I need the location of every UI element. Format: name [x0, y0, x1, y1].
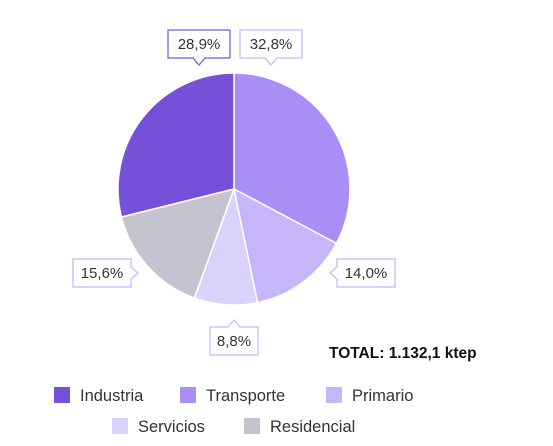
legend-label: Industria [80, 387, 144, 405]
data-label-box [336, 258, 396, 288]
data-label-box [72, 258, 132, 288]
data-label-text: 32,8% [250, 36, 293, 53]
data-label-text: 14,0% [345, 265, 388, 282]
data-label-pointer [329, 266, 338, 280]
legend-swatch [54, 387, 70, 403]
legend-item-residencial: Residencial [244, 418, 355, 436]
pie-slice-primario [232, 187, 338, 304]
data-label-industria: 28,9% [167, 29, 231, 66]
data-label-primario: 14,0% [329, 258, 396, 288]
data-label-box [209, 326, 259, 356]
pie-slice-residencial [120, 187, 236, 299]
data-label-text: 28,9% [178, 36, 221, 53]
pie-slice-transporte [233, 72, 351, 245]
data-label-pointer [227, 319, 241, 328]
legend-label: Servicios [138, 418, 205, 436]
data-label-residencial: 15,6% [72, 258, 139, 288]
data-label-transporte: 32,8% [239, 29, 303, 66]
data-label-pointer [192, 57, 206, 66]
total-label: TOTAL: 1.132,1 ktep [329, 345, 477, 362]
data-label-text: 15,6% [81, 265, 124, 282]
data-label-text: 8,8% [217, 333, 251, 350]
legend-swatch [244, 418, 260, 434]
pie-slice-industria [117, 72, 235, 218]
legend-item-primario: Primario [326, 387, 413, 405]
legend-swatch [326, 387, 342, 403]
data-label-servicios: 8,8% [209, 319, 259, 356]
legend: Industria Transporte Primario Servicios Resi… [54, 387, 413, 436]
legend-label: Primario [352, 387, 413, 405]
data-label-pointer [130, 266, 139, 280]
data-label-pointer [264, 57, 278, 66]
pie-slices [117, 72, 351, 306]
legend-swatch [112, 418, 128, 434]
pie-callouts: 28,9% 32,8% 14,0% 8,8% 15,6% [72, 29, 396, 356]
legend-item-transporte: Transporte [180, 387, 285, 405]
data-label-box [167, 29, 231, 59]
legend-item-servicios: Servicios [112, 418, 205, 436]
legend-swatch [180, 387, 196, 403]
legend-item-industria: Industria [54, 387, 144, 405]
legend-label: Transporte [206, 387, 285, 405]
legend-label: Residencial [270, 418, 355, 436]
